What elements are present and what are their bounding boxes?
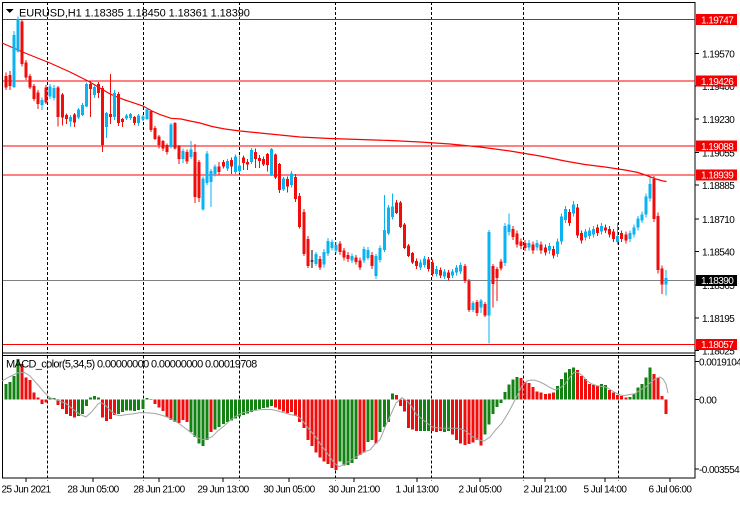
svg-text:-0.003554: -0.003554 [699,465,740,476]
svg-text:0.00: 0.00 [699,396,717,407]
svg-text:25 Jun 2021: 25 Jun 2021 [2,485,52,496]
svg-text:1.19747: 1.19747 [701,15,734,26]
svg-text:29 Jun 13:00: 29 Jun 13:00 [197,485,249,496]
svg-text:EURUSD,H1 1.18385 1.18450 1.1: EURUSD,H1 1.18385 1.18450 1.18361 1.1839… [19,8,250,20]
svg-text:30 Jun 21:00: 30 Jun 21:00 [328,485,380,496]
svg-text:2 Jul 05:00: 2 Jul 05:00 [459,485,503,496]
svg-text:1.19230: 1.19230 [702,115,735,126]
svg-text:1.18939: 1.18939 [701,171,734,182]
svg-text:1.18025: 1.18025 [702,347,735,358]
svg-text:1.18710: 1.18710 [702,215,735,226]
svg-text:1.19055: 1.19055 [702,149,735,160]
svg-text:30 Jun 05:00: 30 Jun 05:00 [263,485,315,496]
svg-text:1.19088: 1.19088 [701,142,734,153]
svg-text:0.0019104: 0.0019104 [699,358,740,369]
svg-text:1.19400: 1.19400 [702,82,735,93]
svg-text:1.18885: 1.18885 [702,181,735,192]
svg-text:1.19426: 1.19426 [701,77,734,88]
svg-text:1 Jul 13:00: 1 Jul 13:00 [396,485,440,496]
svg-text:1.18195: 1.18195 [702,314,735,325]
svg-text:2 Jul 21:00: 2 Jul 21:00 [524,485,568,496]
svg-text:1.18365: 1.18365 [702,281,735,292]
svg-text:5 Jul 14:00: 5 Jul 14:00 [584,485,628,496]
svg-text:1.19570: 1.19570 [702,50,735,61]
svg-text:MACD_color(5,34,5) 0.00000000: MACD_color(5,34,5) 0.00000000 0.00000000… [6,359,257,371]
svg-text:1.18390: 1.18390 [701,276,734,287]
svg-text:6 Jul 06:00: 6 Jul 06:00 [649,485,693,496]
svg-text:1.18057: 1.18057 [701,340,734,351]
svg-text:28 Jun 21:00: 28 Jun 21:00 [133,485,185,496]
svg-text:1.18540: 1.18540 [702,248,735,259]
svg-text:28 Jun 05:00: 28 Jun 05:00 [67,485,119,496]
